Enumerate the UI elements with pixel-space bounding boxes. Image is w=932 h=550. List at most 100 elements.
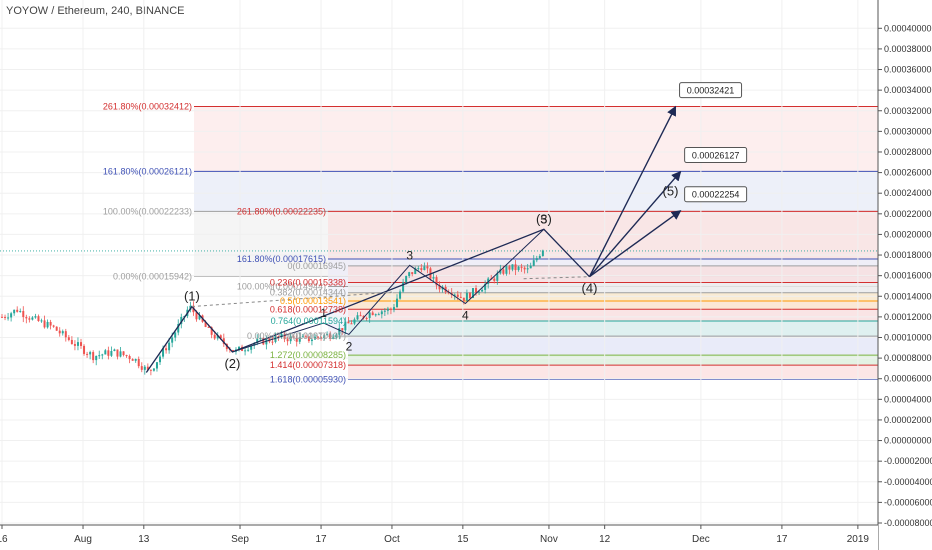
candle-body <box>487 278 490 284</box>
candle-body <box>356 315 359 320</box>
price-tick-label: 0.00004000 <box>884 394 932 404</box>
candle-body <box>247 349 250 351</box>
projection-label-box <box>684 147 748 164</box>
candle-body <box>171 337 174 343</box>
candle-body <box>417 268 420 270</box>
candle-body <box>174 332 177 338</box>
candle-body <box>280 333 283 338</box>
candle-body <box>310 339 313 342</box>
candle-body <box>335 334 338 338</box>
wave-minor-label: 4 <box>462 308 469 322</box>
candle-body <box>165 348 168 351</box>
candle-body <box>73 344 76 346</box>
candle-body <box>128 356 131 360</box>
projection-label-box <box>684 186 748 203</box>
candle-body <box>493 278 496 281</box>
time-tick-label: Oct <box>384 534 400 545</box>
candle-body <box>526 268 529 270</box>
fib-ret-label: 1.618(0.00005930) <box>270 374 346 384</box>
candle-body <box>505 266 508 274</box>
candle-body <box>213 334 216 339</box>
price-tick-label: 0.00002000 <box>884 415 932 425</box>
wave-main-label: (2) <box>224 356 240 371</box>
fib-ext-band <box>194 106 878 172</box>
price-tick-label: 0.00014000 <box>884 291 932 301</box>
fib-ret-band <box>348 321 878 337</box>
candle-body <box>80 342 83 346</box>
candle-body <box>98 355 101 357</box>
fib-ret-band <box>348 282 878 293</box>
candle-body <box>338 328 341 335</box>
candle-body <box>535 258 538 261</box>
fib-ext-band <box>194 171 878 212</box>
candle-body <box>414 268 417 275</box>
candle-body <box>508 266 511 270</box>
candle-body <box>34 316 37 318</box>
time-tick-label: 15 <box>457 534 469 545</box>
candle-body <box>295 337 298 342</box>
price-tick-label: 0.00008000 <box>884 353 932 363</box>
candles <box>0 249 878 376</box>
candle-body <box>195 312 198 320</box>
candle-body <box>143 366 146 370</box>
price-axis[interactable]: 0.00040000 0.00038000 0.00036000 0.00034000… <box>877 0 932 550</box>
candle-body <box>122 351 125 356</box>
candle-body <box>380 311 383 315</box>
wave-minor-label: 1 <box>320 306 327 320</box>
candle-body <box>499 269 502 274</box>
candle-body <box>76 342 79 346</box>
candle-body <box>262 337 265 345</box>
time-axis[interactable]: 16 Aug 13 Sep 17 Oct 15 Nov 12 Dec 17 2019 <box>0 524 878 550</box>
candle-body <box>131 359 134 361</box>
candle-body <box>541 250 544 257</box>
price-tick-label: 0.00032000 <box>884 106 932 116</box>
candle-body <box>40 320 43 322</box>
candle-body <box>55 326 58 331</box>
candle-body <box>511 264 514 270</box>
candle-body <box>496 273 499 281</box>
price-tick-label: -0.00004000 <box>884 477 932 487</box>
candle-body <box>259 337 262 340</box>
candle-body <box>468 292 471 298</box>
projection-label: 0.00032421 <box>687 86 735 96</box>
candle-body <box>365 317 368 319</box>
candle-body <box>162 348 165 357</box>
wave-main-label: (1) <box>184 289 200 304</box>
candle-body <box>210 327 213 335</box>
candle-body <box>329 333 332 339</box>
projection-label: 0.00022254 <box>692 190 740 200</box>
candle-body <box>438 285 441 290</box>
candle-body <box>402 282 405 292</box>
candle-body <box>317 336 320 338</box>
candle-body <box>204 321 207 327</box>
price-tick-label: 0.00020000 <box>884 229 932 239</box>
time-tick-label: Sep <box>231 534 249 545</box>
candle-body <box>140 366 143 370</box>
price-tick-label: 0.00012000 <box>884 312 932 322</box>
fib-ext-label: 100.00%(0.00022233) <box>103 206 192 216</box>
candle-body <box>420 268 423 271</box>
time-tick-label: Dec <box>692 534 710 545</box>
wave-minor-label: 5 <box>541 212 548 226</box>
candle-body <box>392 307 395 311</box>
wave-connector <box>523 276 590 280</box>
candle-body <box>89 352 92 355</box>
candle-body <box>426 266 429 269</box>
fib-labels: 261.80%(0.00032412)161.80%(0.00026121)10… <box>103 102 346 385</box>
candle-body <box>256 339 259 344</box>
projection-wave-label: (5) <box>663 183 679 198</box>
candle-body <box>514 264 517 271</box>
price-tick-label: 0.00034000 <box>884 85 932 95</box>
price-tick-label: 0.00030000 <box>884 126 932 136</box>
wave-minor-line <box>232 228 545 353</box>
price-tick-label: 0.00006000 <box>884 374 932 384</box>
wave-main-label: (4) <box>582 281 598 296</box>
candle-body <box>146 366 149 370</box>
price-tick-label: -0.00006000 <box>884 497 932 507</box>
price-tick-label: 0.00022000 <box>884 209 932 219</box>
candle-body <box>22 311 25 318</box>
fib-ret-band <box>348 300 878 310</box>
candle-body <box>92 352 95 361</box>
candle-body <box>95 355 98 361</box>
